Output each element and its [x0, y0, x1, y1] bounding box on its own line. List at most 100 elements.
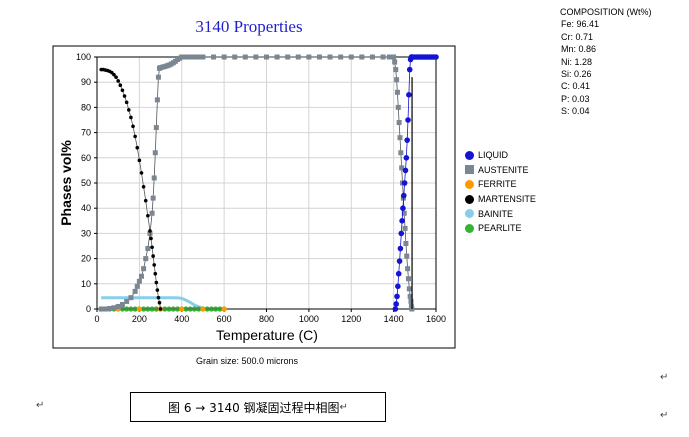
x-axis-label: Temperature (C): [216, 327, 318, 343]
austenite-point: [187, 54, 193, 60]
austenite-point: [134, 283, 140, 289]
austenite-point: [391, 54, 397, 60]
austenite-point: [348, 54, 354, 60]
ferrite-point: [179, 306, 185, 312]
legend-label: AUSTENITE: [478, 164, 529, 175]
series-liquid: [392, 54, 439, 312]
austenite-point: [264, 54, 269, 60]
ferrite-point: [221, 306, 227, 312]
austenite-point: [394, 77, 400, 83]
austenite-point: [338, 54, 344, 60]
y-tick-label: 100: [76, 52, 91, 62]
legend-label: MARTENSITE: [478, 194, 536, 205]
martensite-point: [141, 184, 146, 189]
liquid-point: [403, 155, 410, 161]
martensite-point: [129, 115, 133, 120]
legend-item-ferrite: FERRITE: [465, 177, 536, 192]
legend-item-austenite: AUSTENITE: [465, 163, 536, 178]
chart-frame: [52, 45, 456, 349]
liquid-point: [397, 245, 404, 252]
martensite-point: [146, 213, 150, 218]
martensite-point: [139, 171, 144, 175]
martensite-swatch-icon: [465, 194, 474, 204]
austenite-point: [149, 210, 155, 216]
y-tick-label: 90: [81, 77, 91, 87]
austenite-point: [253, 54, 259, 60]
martensite-point: [158, 307, 163, 311]
martensite-point: [148, 229, 152, 233]
liquid-point: [395, 283, 401, 290]
austenite-point: [152, 150, 158, 156]
austenite-point: [107, 305, 113, 311]
austenite-point: [406, 286, 412, 292]
y-tick-label: 10: [81, 279, 91, 289]
austenite-point: [327, 54, 333, 60]
grid-lines: [97, 57, 436, 309]
paragraph-mark-icon: ↵: [660, 410, 669, 421]
pearlite-swatch-icon: [465, 223, 474, 233]
martensite-line: [101, 69, 161, 310]
liquid-point: [393, 301, 399, 307]
austenite-point: [196, 54, 202, 60]
austenite-point: [141, 266, 147, 272]
austenite-point: [191, 54, 197, 60]
martensite-point: [137, 158, 142, 163]
liquid-point: [406, 66, 413, 73]
y-axis-ticks: 0 10 20 30 40 50 60 70 80 90 100: [76, 52, 97, 314]
martensite-point: [150, 245, 154, 250]
austenite-point: [136, 278, 142, 284]
austenite-point: [316, 54, 322, 60]
y-axis-label: Phases vol%: [58, 140, 74, 226]
austenite-point: [408, 298, 414, 304]
austenite-point: [200, 54, 206, 60]
martensite-point: [118, 83, 123, 88]
liquid-point: [400, 192, 407, 199]
bainite-swatch-icon: [465, 209, 474, 219]
composition-item: P: 0.03: [561, 93, 590, 104]
x-tick-label: 0: [94, 314, 99, 324]
martensite-point: [120, 88, 125, 93]
austenite-point: [221, 54, 227, 60]
x-tick-label: 1400: [384, 314, 404, 324]
austenite-point: [143, 256, 149, 262]
austenite-point: [295, 54, 301, 60]
y-tick-label: 30: [81, 228, 91, 238]
martensite-point: [126, 108, 131, 112]
martensite-point: [124, 100, 129, 105]
y-tick-label: 40: [81, 203, 91, 213]
austenite-point: [150, 195, 156, 201]
x-tick-label: 1200: [341, 314, 361, 324]
austenite-point: [405, 276, 411, 282]
legend-item-liquid: LIQUID: [465, 148, 536, 163]
liquid-point: [406, 92, 412, 98]
austenite-point: [124, 298, 130, 304]
liquid-point: [398, 230, 405, 237]
composition-item: Cr: 0.71: [561, 31, 594, 42]
liquid-point: [400, 205, 406, 211]
martensite-point: [116, 79, 120, 83]
martensite-point: [133, 134, 137, 139]
austenite-point: [408, 303, 414, 309]
austenite-point: [115, 303, 121, 309]
austenite-point: [369, 54, 375, 60]
ferrite-point: [136, 306, 142, 312]
composition-panel: COMPOSITION (Wt%) Fe: 96.41 Cr: 0.71 Mn:…: [560, 6, 652, 118]
y-tick-label: 60: [81, 153, 91, 163]
austenite-point: [179, 54, 185, 60]
liquid-point: [401, 180, 408, 186]
austenite-point: [102, 306, 108, 312]
y-tick-label: 50: [81, 178, 91, 188]
paragraph-mark-icon: ↵: [660, 372, 669, 383]
austenite-point: [407, 293, 413, 299]
composition-item: Mn: 0.86: [561, 44, 597, 55]
legend-item-bainite: BAINITE: [465, 206, 536, 221]
x-tick-label: 200: [132, 314, 147, 324]
legend-item-martensite: MARTENSITE: [465, 192, 536, 207]
y-tick-label: 70: [81, 128, 91, 138]
austenite-point: [394, 89, 400, 95]
martensite-point: [157, 300, 162, 305]
y-tick-label: 20: [81, 254, 91, 264]
martensite-point: [156, 295, 161, 300]
austenite-point: [155, 74, 161, 80]
